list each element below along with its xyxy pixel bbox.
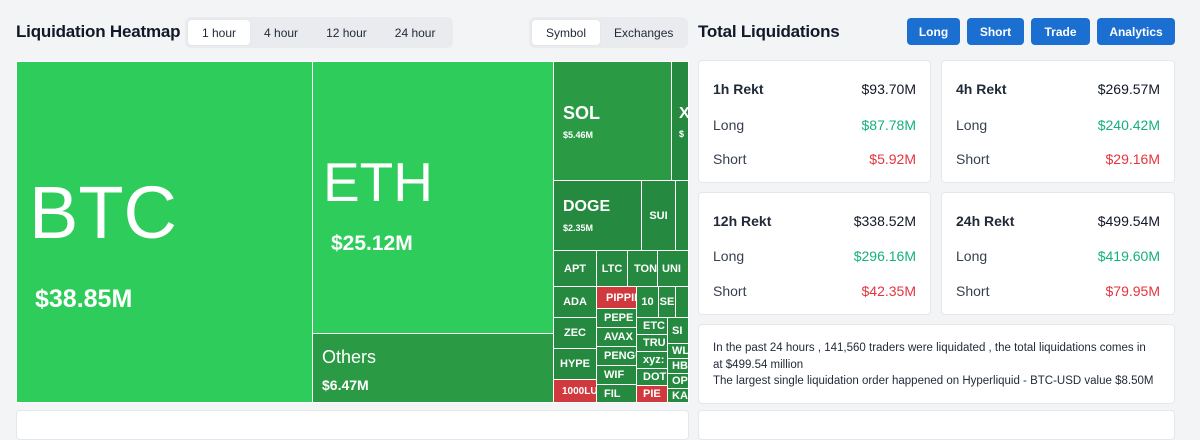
long-value: $240.42M [1097,117,1160,133]
time-range-selector: 1 hour 4 hour 12 hour 24 hour [185,17,453,48]
card-total: $338.52M [853,213,916,229]
lower-panel [16,410,689,440]
tile-x[interactable]: X $ [671,61,689,181]
tile-value: $2.35M [563,223,594,233]
tile-symbol: SOL [563,103,601,123]
long-label: Long [713,248,745,264]
tile-ton[interactable]: TON [627,250,658,287]
summary-line: The largest single liquidation order hap… [713,375,1154,387]
tile-pepe[interactable]: PEPE [596,308,637,328]
tile-symbol: X [679,105,689,122]
total-liquidations-title: Total Liquidations [698,22,840,41]
tab-symbol[interactable]: Symbol [532,20,601,45]
long-value: $419.60M [1097,248,1160,264]
tile-etc[interactable]: ETC [636,317,668,335]
long-value: $87.78M [861,117,916,133]
card-total: $269.57M [1097,81,1160,97]
tab-4-hour[interactable]: 4 hour [264,25,299,40]
tile-dot[interactable]: DOT [636,368,668,386]
tile-pippin[interactable]: PIPPIN [596,286,637,309]
tile-xyz[interactable]: xyz: [636,351,668,369]
tile-sui[interactable]: SUI [641,180,676,251]
short-button[interactable]: Short [967,18,1024,45]
tile-symbol: Others [322,347,377,367]
tab-exchanges[interactable]: Exchanges [614,25,674,40]
tile-pengu[interactable]: PENGU [596,346,637,366]
tile-kas[interactable]: KAS [667,388,689,403]
card-title: 4h Rekt [956,81,1007,97]
rekt-card-12h: 12h Rekt $338.52M Long $296.16M Short $42.3… [698,192,931,315]
short-value: $42.35M [861,283,916,299]
tile-10[interactable]: 10 [636,286,659,318]
liquidation-heatmap: BTC $38.85M ETH $25.12M Others $6.47M SO… [16,61,689,403]
card-total: $93.70M [861,81,916,97]
tile-uni[interactable]: UNI [657,250,689,287]
short-value: $79.95M [1105,283,1160,299]
long-button[interactable]: Long [907,18,960,45]
tile-symbol: ETH [323,151,433,213]
long-label: Long [956,117,988,133]
tile-value: $6.47M [322,377,369,393]
tile-value: $5.46M [563,130,594,140]
card-title: 24h Rekt [956,213,1015,229]
tile-doge[interactable]: DOGE $2.35M [553,180,642,251]
tile-wif[interactable]: WIF [596,365,637,385]
summary-line: at $499.54 million [713,358,804,371]
tile-others[interactable]: Others $6.47M [312,333,554,403]
tile-unnamed[interactable] [675,180,689,251]
short-label: Short [713,151,747,167]
summary-panel: In the past 24 hours , 141,560 traders w… [698,324,1175,404]
card-title: 12h Rekt [713,213,772,229]
rekt-card-24h: 24h Rekt $499.54M Long $419.60M Short $79.9… [941,192,1175,315]
tile-eth[interactable]: ETH $25.12M [312,61,554,334]
short-label: Short [713,283,747,299]
tile-zec[interactable]: ZEC [553,317,597,349]
long-value: $296.16M [853,248,916,264]
card-title: 1h Rekt [713,81,764,97]
tile-pie[interactable]: PIE [636,385,668,403]
short-label: Short [956,283,990,299]
tile-fil[interactable]: FIL [596,384,637,403]
tile-value: $25.12M [331,232,413,255]
trade-button[interactable]: Trade [1031,18,1090,45]
tile-value: $ [679,129,685,139]
short-value: $5.92M [869,151,916,167]
tile-value: $38.85M [35,285,133,313]
tab-1-hour[interactable]: 1 hour [188,20,251,45]
tile-unnamed[interactable] [675,286,689,318]
tile-ada[interactable]: ADA [553,286,597,318]
card-total: $499.54M [1097,213,1160,229]
tile-hba[interactable]: HBA [667,358,689,374]
tile-symbol: BTC [29,171,177,254]
rekt-card-1h: 1h Rekt $93.70M Long $87.78M Short $5.92M [698,60,931,183]
tile-ltc[interactable]: LTC [596,250,628,287]
tile-avax[interactable]: AVAX [596,327,637,347]
tile-apt[interactable]: APT [553,250,597,287]
tab-24-hour[interactable]: 24 hour [394,25,436,40]
tile-si[interactable]: SI [667,317,689,344]
tile-btc[interactable]: BTC $38.85M [16,61,313,403]
tile-sol[interactable]: SOL $5.46M [553,61,672,181]
tile-op[interactable]: OP [667,373,689,389]
rekt-card-4h: 4h Rekt $269.57M Long $240.42M Short $29.16… [941,60,1175,183]
page-title: Liquidation Heatmap [16,22,181,41]
view-selector: Symbol Exchanges [529,17,688,48]
tile-wl[interactable]: WL [667,343,689,359]
tile-tru[interactable]: TRU [636,334,668,352]
lower-panel [698,410,1175,440]
tile-hype[interactable]: HYPE [553,348,597,380]
tile-symbol: DOGE [563,198,611,215]
long-label: Long [956,248,988,264]
tile-se[interactable]: SE [658,286,676,318]
analytics-button[interactable]: Analytics [1097,18,1175,45]
short-value: $29.16M [1105,151,1160,167]
long-label: Long [713,117,745,133]
tile-1000lu[interactable]: 1000LU [553,379,597,403]
short-label: Short [956,151,990,167]
summary-line: In the past 24 hours , 141,560 traders w… [713,342,1146,354]
tab-12-hour[interactable]: 12 hour [326,25,367,40]
